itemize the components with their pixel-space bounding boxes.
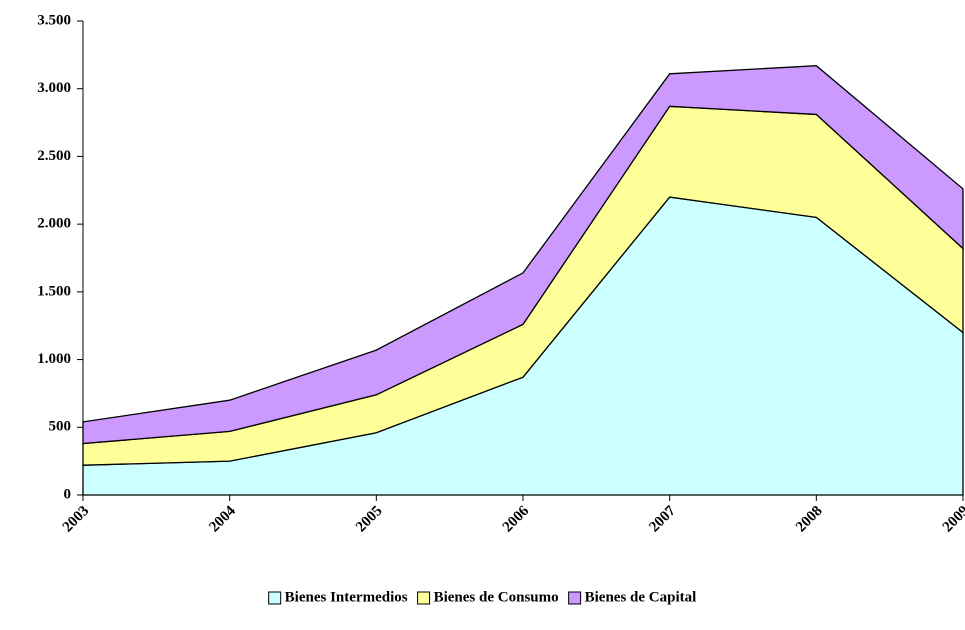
legend-label: Bienes de Capital bbox=[585, 589, 697, 605]
y-tick-label: 0 bbox=[64, 486, 72, 502]
x-tick-label: 2004 bbox=[206, 503, 239, 536]
legend-swatch bbox=[417, 591, 431, 605]
legend-label: Bienes Intermedios bbox=[285, 589, 408, 605]
y-tick-label: 500 bbox=[49, 419, 72, 435]
y-tick-label: 1.000 bbox=[37, 351, 71, 367]
legend-label: Bienes de Consumo bbox=[434, 589, 559, 605]
x-tick-label: 2007 bbox=[646, 503, 679, 536]
area bbox=[82, 65, 964, 445]
x-tick-label: 2003 bbox=[60, 503, 93, 536]
x-tick-label: 2008 bbox=[793, 503, 826, 536]
y-tick-label: 3.500 bbox=[37, 12, 71, 28]
legend-swatch bbox=[568, 591, 582, 605]
y-tick-label: 2.500 bbox=[37, 148, 71, 164]
legend-swatch bbox=[268, 591, 282, 605]
y-tick-label: 1.500 bbox=[37, 283, 71, 299]
y-tick-label: 2.000 bbox=[37, 216, 71, 232]
x-tick-label: 2009 bbox=[940, 503, 965, 536]
x-tick-label: 2005 bbox=[353, 503, 386, 536]
x-tick-label: 2006 bbox=[500, 503, 533, 536]
legend: Bienes Intermedios Bienes de Consumo Biene… bbox=[268, 589, 697, 605]
y-tick-label: 3.000 bbox=[37, 80, 71, 96]
